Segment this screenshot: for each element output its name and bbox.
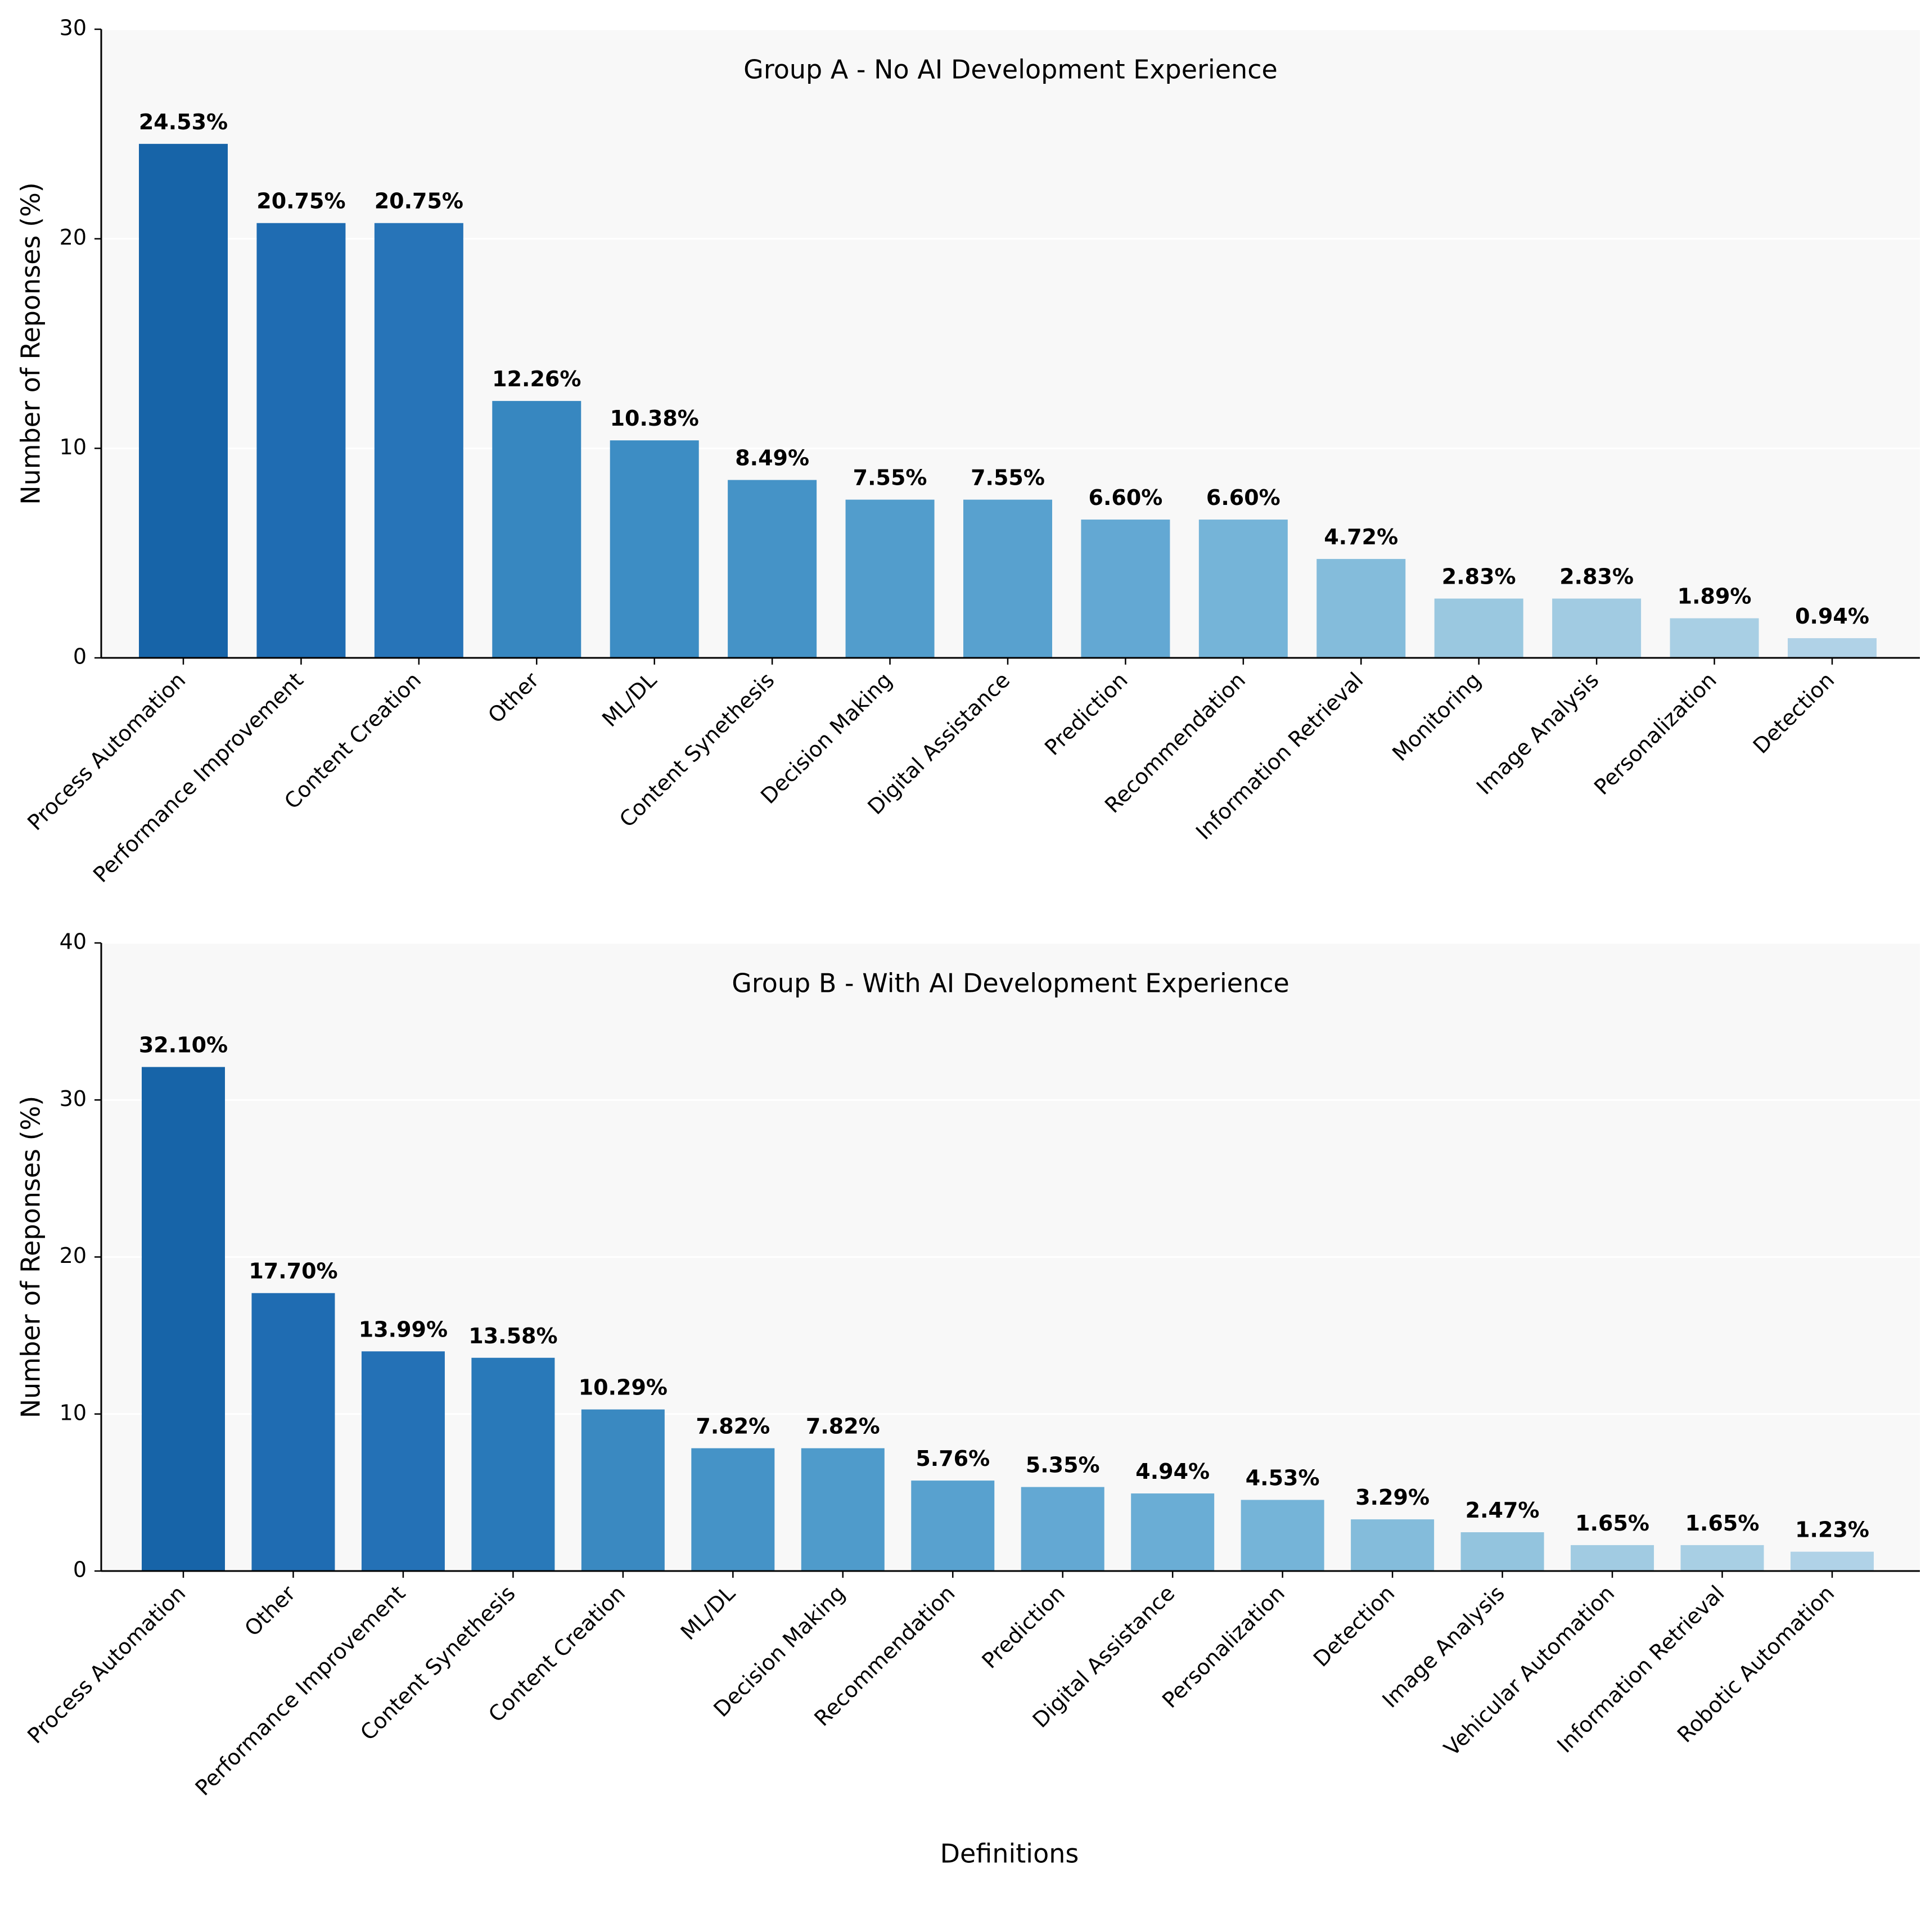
chart-1-value-label: 5.76% <box>916 1446 990 1471</box>
chart-1-value-label: 13.99% <box>359 1317 448 1342</box>
chart-0-y-tick-label: 20 <box>60 225 87 250</box>
chart-0-bar <box>374 223 463 658</box>
chart-1-y-axis-label: Number of Reponses (%) <box>16 1096 46 1419</box>
chart-0-value-label: 0.94% <box>1795 604 1869 629</box>
chart-0-value-label: 2.83% <box>1442 565 1516 589</box>
chart-1-bar <box>911 1480 995 1571</box>
chart-1-bar <box>1131 1493 1215 1571</box>
chart-1-bar <box>581 1409 665 1571</box>
chart-0-bar <box>610 440 699 658</box>
chart-1-bar <box>1791 1551 1874 1571</box>
chart-0-bar <box>1081 520 1170 658</box>
chart-1-bar <box>1351 1519 1435 1571</box>
chart-0-title: Group A - No AI Development Experience <box>743 55 1278 85</box>
chart-0-y-tick-label: 10 <box>60 435 87 459</box>
chart-1-bar <box>142 1067 225 1571</box>
chart-0-value-label: 24.53% <box>139 110 228 134</box>
chart-1-y-tick-label: 20 <box>60 1243 87 1268</box>
chart-0-value-label: 7.55% <box>971 466 1045 490</box>
chart-0-bar <box>1434 598 1523 658</box>
chart-0-value-label: 8.49% <box>735 446 809 471</box>
chart-0-bar <box>1198 520 1288 658</box>
chart-0-bar <box>845 499 935 658</box>
chart-1-bar <box>251 1293 335 1571</box>
chart-0-value-label: 1.89% <box>1678 584 1752 609</box>
chart-0-y-tick-label: 0 <box>73 644 87 669</box>
chart-1-y-tick-label: 0 <box>73 1558 87 1582</box>
x-axis-label: Definitions <box>940 1839 1079 1869</box>
chart-1-value-label: 1.65% <box>1575 1511 1649 1536</box>
chart-1-value-label: 3.29% <box>1355 1485 1430 1510</box>
chart-0-value-label: 6.60% <box>1206 485 1280 510</box>
chart-0-bar <box>1316 559 1406 658</box>
chart-1-value-label: 17.70% <box>249 1259 337 1284</box>
chart-0-value-label: 20.75% <box>375 189 463 214</box>
chart-1-bar <box>1680 1545 1764 1571</box>
chart-1-bar <box>471 1357 555 1571</box>
chart-0-bar <box>1552 598 1642 658</box>
chart-0-value-label: 10.38% <box>610 406 699 431</box>
chart-1-value-label: 10.29% <box>579 1375 668 1400</box>
chart-1-y-tick-label: 30 <box>60 1086 87 1111</box>
chart-1-value-label: 7.82% <box>806 1414 880 1439</box>
chart-1-value-label: 32.10% <box>139 1033 228 1058</box>
chart-0-y-axis-label: Number of Reponses (%) <box>16 182 46 505</box>
chart-1-bar <box>361 1351 445 1571</box>
chart-0-value-label: 7.55% <box>853 466 927 490</box>
chart-1-bar <box>1571 1545 1654 1571</box>
chart-1-y-tick-label: 10 <box>60 1400 87 1425</box>
chart-1-bar <box>691 1448 775 1571</box>
chart-0-value-label: 4.72% <box>1324 525 1398 549</box>
chart-1-value-label: 7.82% <box>696 1414 770 1439</box>
chart-1-value-label: 4.94% <box>1135 1459 1210 1484</box>
chart-0-value-label: 20.75% <box>256 189 345 214</box>
chart-1-value-label: 4.53% <box>1246 1465 1320 1490</box>
chart-1-bar <box>1460 1532 1544 1571</box>
chart-0-bar <box>728 480 817 658</box>
chart-1-bar <box>1241 1500 1324 1571</box>
chart-0-y-tick-label: 30 <box>60 16 87 40</box>
chart-0-bar <box>1788 638 1877 658</box>
chart-1-title: Group B - With AI Development Experience <box>732 968 1289 999</box>
chart-1-y-tick-label: 40 <box>60 929 87 954</box>
chart-0-bar <box>139 143 228 658</box>
chart-0-bar <box>492 401 581 658</box>
chart-1-value-label: 13.58% <box>468 1324 557 1348</box>
chart-1-value-label: 1.23% <box>1795 1518 1869 1542</box>
chart-0-value-label: 6.60% <box>1089 485 1163 510</box>
chart-0-bar <box>963 499 1052 658</box>
chart-0-value-label: 12.26% <box>492 367 581 391</box>
chart-1-bar <box>801 1448 885 1571</box>
chart-1-value-label: 2.47% <box>1465 1498 1540 1523</box>
chart-1-bar <box>1021 1487 1104 1571</box>
chart-1-value-label: 5.35% <box>1026 1453 1100 1478</box>
chart-0-bar <box>1670 618 1759 658</box>
chart-0-value-label: 2.83% <box>1559 565 1634 589</box>
chart-0-bar <box>256 223 346 658</box>
chart-1-value-label: 1.65% <box>1685 1511 1760 1536</box>
